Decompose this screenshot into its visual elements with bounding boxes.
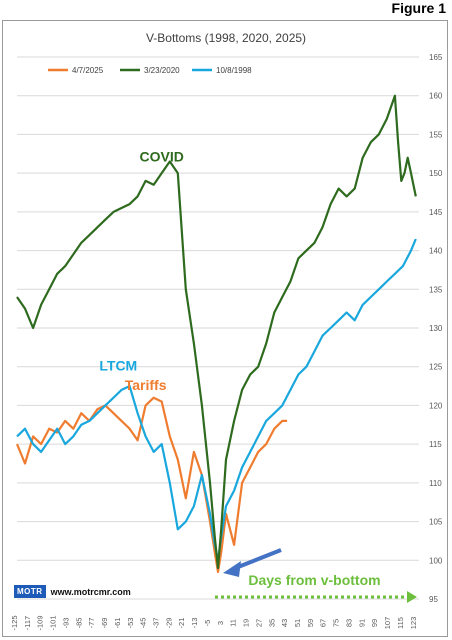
series-line [15,396,288,574]
x-tick-label: -69 [100,618,109,629]
pointer-arrow-head [223,561,241,577]
decorations [215,548,417,603]
x-tick-label: -117 [23,616,32,630]
y-tick-labels: 95 100 105 110 115 120 125 130 135 140 145 150 155 16… [429,53,443,604]
x-tick-label: 35 [267,619,276,627]
series-line [16,238,417,562]
y-tick-label: 100 [429,556,443,565]
x-tick-label: 59 [306,619,315,627]
line-chart: V-Bottoms (1998, 2020, 2025) 95 100 105 110… [10,31,443,631]
x-tick-label: 115 [396,617,405,629]
x-tick-label: -93 [61,618,70,629]
x-tick-label: 19 [242,619,251,627]
days-arrow-head [407,591,417,603]
y-tick-label: 145 [429,208,443,217]
annotations: COVID LTCM Tariffs Days from v-bottom [99,149,380,589]
gridlines [17,56,419,600]
x-tick-label: -45 [139,618,148,629]
brand: MOTR www.motrcmr.com [14,585,131,598]
figure-label: Figure 1 [391,0,446,16]
y-tick-label: 105 [429,518,443,527]
x-tick-label: 91 [357,619,366,627]
y-tick-label: 130 [429,324,443,333]
x-tick-label: 99 [370,619,379,627]
x-tick-label: 67 [319,619,328,627]
x-tick-label: -77 [87,618,96,629]
x-tick-label: -109 [36,615,45,630]
legend-label: 10/8/1998 [216,66,252,75]
y-tick-label: 115 [429,440,442,449]
chart-frame: V-Bottoms (1998, 2020, 2025) 95 100 105 110… [2,20,448,637]
y-tick-label: 165 [429,53,443,62]
series-lines [15,94,417,574]
annotation: COVID [140,149,184,165]
y-tick-label: 110 [429,479,442,488]
annotation: Tariffs [125,377,167,393]
x-tick-label: 27 [254,619,263,627]
x-tick-label: 107 [383,617,392,630]
y-tick-label: 135 [429,285,443,294]
x-tick-label: -101 [49,615,58,630]
x-tick-label: -29 [164,618,173,629]
y-tick-label: 150 [429,169,443,178]
x-tick-label: -5 [203,620,212,627]
x-tick-label: -85 [74,618,83,629]
x-tick-label: -61 [113,618,122,629]
y-tick-label: 120 [429,401,443,410]
x-tick-label: -53 [126,618,135,629]
legend-label: 4/7/2025 [72,66,104,75]
x-tick-label: 3 [216,621,225,625]
y-tick-label: 125 [429,363,443,372]
x-tick-label: -37 [152,618,161,629]
legend-label: 3/23/2020 [144,66,180,75]
y-tick-label: 95 [429,595,438,604]
x-tick-label: 83 [344,619,353,627]
y-tick-label: 160 [429,92,443,101]
y-tick-label: 140 [429,247,443,256]
brand-logo: MOTR [14,585,46,598]
x-tick-labels: -125 -117 -109 -101 -93 -85 -77 -69 -61 -53 -45 -37… [10,615,418,630]
series-line [16,94,417,570]
x-tick-label: 11 [229,619,238,627]
chart-title: V-Bottoms (1998, 2020, 2025) [146,31,306,45]
y-tick-label: 155 [429,130,443,139]
x-tick-label: -13 [190,618,199,629]
x-tick-label: 43 [280,619,289,627]
annotation: LTCM [99,358,137,374]
legend: 4/7/2025 3/23/2020 10/8/1998 [48,66,252,75]
x-tick-label: -125 [10,615,19,630]
brand-website: www.motrcmr.com [50,586,131,597]
x-tick-label: -21 [177,618,186,629]
x-tick-label: 123 [409,617,418,630]
x-tick-label: 75 [332,619,341,627]
pointer-arrow [232,548,282,571]
annotation: Days from v-bottom [248,572,380,588]
x-tick-label: 51 [293,619,302,627]
